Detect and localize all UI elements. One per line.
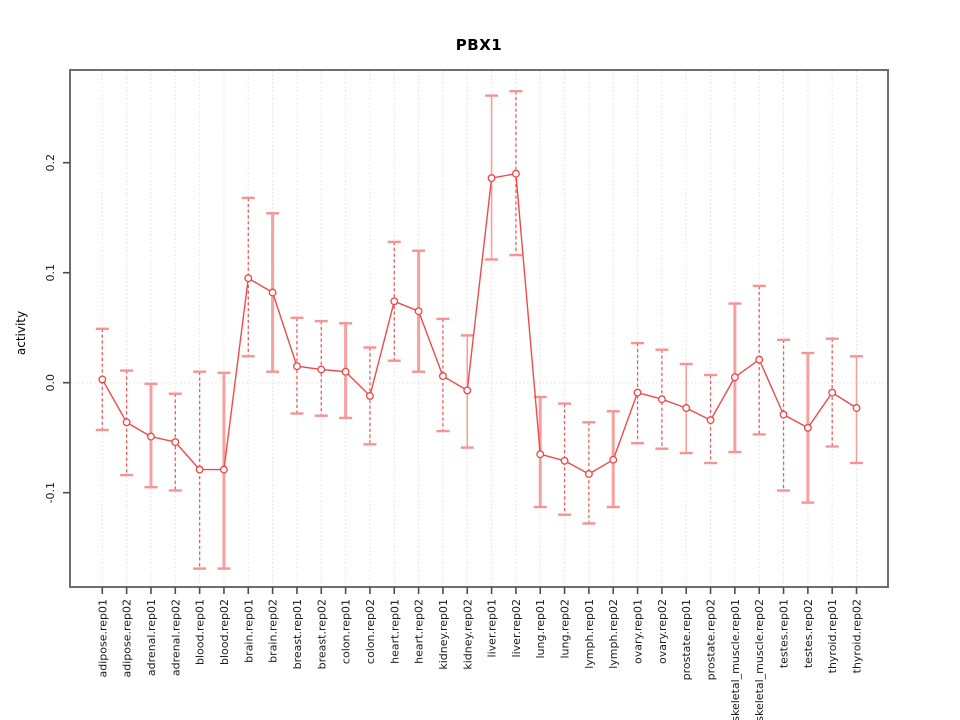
x-tick-label: adrenal.rep02 xyxy=(169,599,182,676)
data-point-marker xyxy=(633,388,642,397)
x-tick-label: heart.rep02 xyxy=(413,599,426,664)
data-point-marker xyxy=(268,288,277,297)
x-tick-label: adipose.rep01 xyxy=(96,599,109,678)
data-point-marker xyxy=(682,404,691,412)
data-point-marker xyxy=(147,432,155,441)
x-tick-label: lung.rep02 xyxy=(559,599,572,659)
data-point-marker xyxy=(536,450,545,459)
data-point-marker xyxy=(657,395,666,404)
data-point-marker xyxy=(98,375,107,384)
x-tick-label: liver.rep02 xyxy=(510,599,523,657)
chart-title: PBX1 xyxy=(455,36,503,54)
x-tick-label: ovary.rep02 xyxy=(656,599,669,664)
y-tick-label: 0.0 xyxy=(44,374,57,392)
x-tick-label: ovary.rep01 xyxy=(632,599,645,664)
data-point-marker xyxy=(779,410,788,419)
data-point-marker xyxy=(317,365,326,374)
x-tick-label: blood.rep01 xyxy=(194,599,207,665)
data-point-marker xyxy=(244,274,253,283)
x-tick-label: skeletal_muscle.rep02 xyxy=(753,599,766,720)
x-tick-label: brain.rep02 xyxy=(267,599,280,663)
x-tick-label: brain.rep01 xyxy=(242,599,255,663)
data-point-marker xyxy=(511,169,520,178)
data-point-marker xyxy=(463,386,472,395)
x-tick-label: lymph.rep01 xyxy=(583,599,596,669)
x-tick-label: colon.rep01 xyxy=(340,599,353,664)
data-point-marker xyxy=(195,465,204,474)
x-tick-label: prostate.rep01 xyxy=(680,599,693,680)
x-tick-label: adrenal.rep01 xyxy=(145,599,158,676)
y-tick-label: 0.1 xyxy=(44,264,57,282)
data-point-marker xyxy=(828,388,837,397)
data-point-marker xyxy=(487,174,496,183)
x-tick-label: breast.rep02 xyxy=(315,599,328,669)
data-point-marker xyxy=(609,455,618,464)
x-tick-label: thyroid.rep01 xyxy=(826,599,839,673)
x-tick-label: skeletal_muscle.rep01 xyxy=(729,599,742,720)
x-tick-label: testes.rep02 xyxy=(802,599,815,668)
data-point-marker xyxy=(292,362,301,371)
data-point-marker xyxy=(122,418,131,427)
x-tick-label: blood.rep02 xyxy=(218,599,231,665)
x-tick-label: adipose.rep02 xyxy=(121,599,134,678)
data-point-marker xyxy=(219,465,228,474)
data-point-marker xyxy=(341,367,350,376)
data-point-marker xyxy=(365,391,374,400)
x-tick-label: kidney.rep01 xyxy=(437,599,450,670)
x-tick-label: prostate.rep02 xyxy=(705,599,718,680)
data-point-marker xyxy=(706,416,715,425)
data-point-marker xyxy=(730,373,739,382)
x-tick-label: liver.rep01 xyxy=(486,599,499,657)
data-point-marker xyxy=(755,355,764,364)
x-tick-label: lung.rep01 xyxy=(534,599,547,659)
data-point-marker xyxy=(438,372,447,381)
x-tick-label: colon.rep02 xyxy=(364,599,377,664)
x-tick-label: kidney.rep02 xyxy=(461,599,474,670)
y-tick-label: -0.1 xyxy=(44,482,57,503)
data-point-marker xyxy=(584,470,593,478)
data-point-marker xyxy=(803,423,812,432)
data-point-marker xyxy=(560,456,569,465)
plot-box xyxy=(69,69,889,588)
data-point-marker xyxy=(852,404,861,412)
data-point-marker xyxy=(414,307,423,316)
x-tick-label: breast.rep01 xyxy=(291,599,304,669)
activity-line xyxy=(101,172,857,475)
x-tick-label: lymph.rep02 xyxy=(607,599,620,669)
x-tick-label: heart.rep01 xyxy=(388,599,401,664)
data-point-marker xyxy=(390,297,399,306)
data-point-marker xyxy=(171,438,180,447)
y-tick-label: 0.2 xyxy=(44,154,57,172)
x-tick-label: thyroid.rep02 xyxy=(851,599,864,673)
x-tick-label: testes.rep01 xyxy=(778,599,791,668)
